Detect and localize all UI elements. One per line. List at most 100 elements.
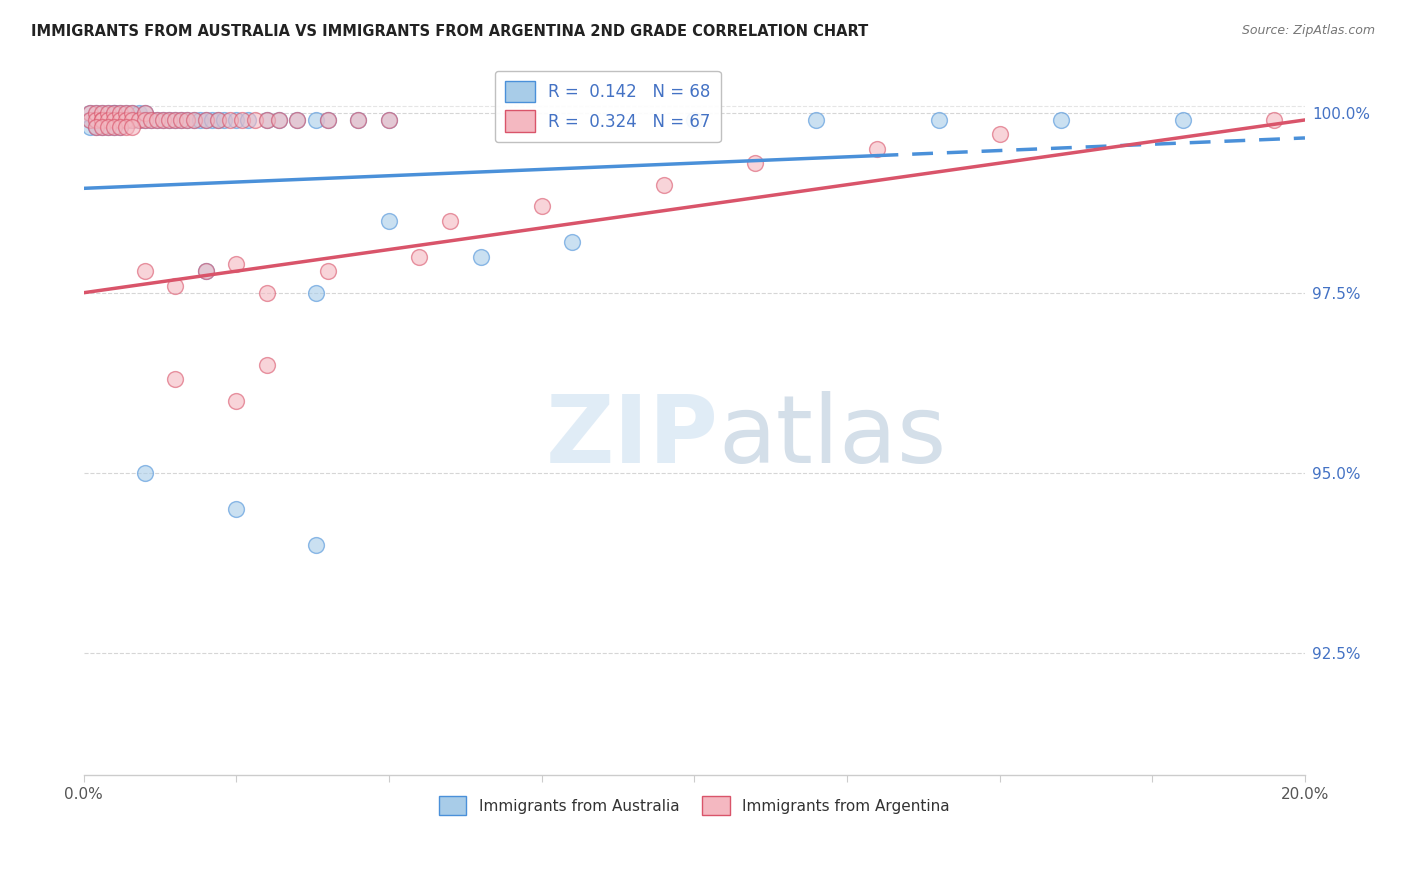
Point [170, 112, 193, 127]
Point [165, 112, 187, 127]
Point [103, 105, 125, 120]
Point [378, 112, 401, 127]
Point [305, 538, 328, 552]
Point [256, 112, 278, 127]
Point [84, 112, 107, 127]
Point [285, 112, 308, 127]
Point [225, 393, 247, 408]
Point [1171, 112, 1194, 127]
Point [103, 120, 125, 135]
Point [347, 112, 370, 127]
Point [316, 112, 339, 127]
Point [219, 112, 242, 127]
Point [121, 105, 143, 120]
Point [128, 105, 150, 120]
Point [103, 112, 125, 127]
Point [110, 120, 132, 135]
Point [207, 112, 229, 127]
Point [139, 112, 162, 127]
Point [866, 142, 889, 156]
Point [439, 213, 461, 227]
Point [165, 278, 187, 293]
Point [134, 264, 156, 278]
Point [152, 112, 174, 127]
Point [683, 112, 706, 127]
Point [347, 112, 370, 127]
Point [176, 112, 198, 127]
Point [928, 112, 950, 127]
Point [115, 105, 138, 120]
Point [110, 105, 132, 120]
Point [90, 112, 112, 127]
Point [79, 105, 101, 120]
Point [561, 235, 583, 250]
Point [744, 156, 766, 170]
Point [84, 120, 107, 135]
Point [103, 112, 125, 127]
Point [139, 112, 162, 127]
Point [115, 105, 138, 120]
Text: atlas: atlas [718, 391, 948, 483]
Point [90, 112, 112, 127]
Point [103, 112, 125, 127]
Point [176, 112, 198, 127]
Point [157, 112, 180, 127]
Point [121, 120, 143, 135]
Point [115, 112, 138, 127]
Point [1049, 112, 1071, 127]
Point [408, 250, 430, 264]
Point [97, 120, 120, 135]
Text: Source: ZipAtlas.com: Source: ZipAtlas.com [1241, 24, 1375, 37]
Point [134, 466, 156, 480]
Point [134, 105, 156, 120]
Point [115, 112, 138, 127]
Point [183, 112, 205, 127]
Point [103, 120, 125, 135]
Point [305, 285, 328, 300]
Point [103, 105, 125, 120]
Point [97, 112, 120, 127]
Point [146, 112, 169, 127]
Point [97, 112, 120, 127]
Point [1263, 112, 1285, 127]
Point [305, 112, 328, 127]
Point [90, 120, 112, 135]
Point [988, 128, 1011, 142]
Point [470, 250, 492, 264]
Point [84, 105, 107, 120]
Point [170, 112, 193, 127]
Point [316, 264, 339, 278]
Point [97, 112, 120, 127]
Point [110, 120, 132, 135]
Point [134, 105, 156, 120]
Point [152, 112, 174, 127]
Point [243, 112, 266, 127]
Point [84, 112, 107, 127]
Legend: Immigrants from Australia, Immigrants from Argentina: Immigrants from Australia, Immigrants fr… [433, 789, 956, 822]
Point [134, 112, 156, 127]
Point [378, 213, 401, 227]
Point [79, 105, 101, 120]
Point [267, 112, 290, 127]
Point [194, 112, 217, 127]
Point [316, 112, 339, 127]
Text: IMMIGRANTS FROM AUSTRALIA VS IMMIGRANTS FROM ARGENTINA 2ND GRADE CORRELATION CHA: IMMIGRANTS FROM AUSTRALIA VS IMMIGRANTS … [31, 24, 868, 39]
Point [188, 112, 211, 127]
Point [79, 112, 101, 127]
Point [256, 285, 278, 300]
Point [212, 112, 235, 127]
Point [207, 112, 229, 127]
Point [201, 112, 224, 127]
Point [97, 105, 120, 120]
Text: ZIP: ZIP [546, 391, 718, 483]
Point [79, 120, 101, 135]
Point [225, 112, 247, 127]
Point [285, 112, 308, 127]
Point [90, 120, 112, 135]
Point [79, 112, 101, 127]
Point [134, 112, 156, 127]
Point [256, 358, 278, 372]
Point [97, 120, 120, 135]
Point [90, 112, 112, 127]
Point [115, 112, 138, 127]
